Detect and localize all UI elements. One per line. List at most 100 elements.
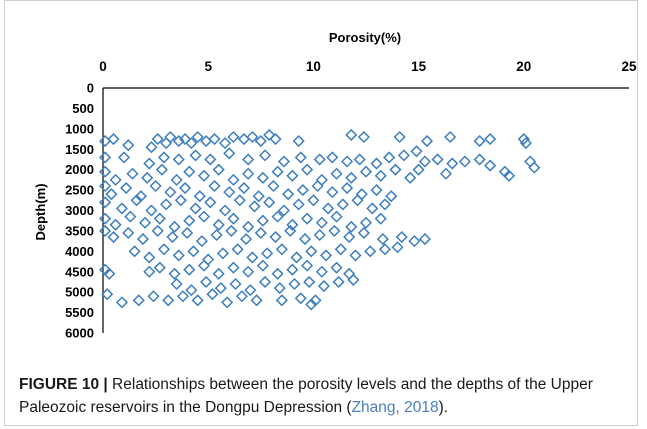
data-point: [317, 279, 330, 293]
data-point: [164, 130, 177, 144]
data-point: [269, 132, 282, 146]
data-point: [296, 184, 309, 197]
data-point: [343, 230, 356, 244]
data-point: [191, 130, 204, 144]
data-point: [227, 212, 240, 225]
data-point: [322, 202, 335, 215]
y-tick-label: 4000: [65, 244, 94, 259]
data-point: [151, 132, 164, 146]
data-point: [418, 233, 431, 246]
data-point: [258, 149, 272, 162]
data-point: [240, 233, 253, 246]
data-point: [183, 263, 196, 276]
data-point: [298, 233, 312, 246]
data-point: [275, 294, 288, 307]
data-point: [315, 216, 328, 229]
data-point: [277, 155, 291, 168]
data-point: [271, 210, 284, 223]
data-point: [204, 153, 217, 166]
data-point: [172, 249, 185, 262]
data-point: [132, 294, 145, 307]
data-point: [246, 251, 259, 264]
y-tick-label: 3000: [65, 203, 94, 218]
data-point: [347, 273, 360, 286]
data-point: [208, 132, 221, 146]
data-point: [242, 220, 255, 233]
data-point: [168, 220, 181, 233]
data-point: [252, 190, 265, 203]
data-point: [105, 188, 118, 201]
data-point: [370, 184, 383, 197]
data-point: [237, 181, 251, 195]
data-point: [229, 277, 242, 291]
y-tick-label: 0: [87, 81, 94, 96]
data-point: [202, 253, 215, 266]
data-point: [187, 245, 200, 258]
figure-frame: [4, 0, 638, 426]
caption-reference-link[interactable]: Zhang, 2018: [351, 399, 439, 416]
data-point: [286, 218, 299, 231]
data-point: [256, 171, 269, 184]
y-tick-label: 5000: [65, 285, 94, 300]
scatter-chart: Porosity(%) Depth(m) 0 5 10 15 20 25 0 500 1000…: [33, 30, 637, 341]
data-point: [503, 169, 516, 182]
data-point: [223, 186, 236, 199]
data-point: [210, 228, 223, 242]
data-point: [185, 137, 198, 150]
data-point: [174, 194, 187, 207]
data-point: [473, 135, 486, 148]
data-point: [275, 243, 288, 256]
data-point: [231, 243, 244, 256]
data-point: [101, 288, 114, 301]
data-point: [99, 224, 112, 237]
data-point: [248, 200, 261, 213]
data-point: [141, 171, 154, 184]
data-point: [99, 135, 112, 148]
data-point: [212, 267, 225, 280]
data-point: [99, 196, 112, 209]
data-point: [197, 169, 211, 182]
data-point: [109, 218, 122, 231]
y-tick-label: 6000: [65, 326, 94, 341]
data-point: [315, 265, 328, 278]
data-point: [351, 194, 364, 207]
data-point: [145, 204, 158, 217]
data-point: [195, 235, 208, 248]
data-point: [330, 261, 343, 274]
data-point: [147, 290, 160, 303]
data-point: [374, 212, 387, 225]
y-tick-label: 2500: [65, 183, 94, 198]
data-point: [153, 212, 166, 225]
data-point: [153, 261, 166, 274]
data-point: [313, 153, 326, 166]
data-point: [193, 190, 206, 203]
data-point: [301, 163, 314, 176]
x-tick-label: 20: [516, 59, 531, 74]
data-point: [227, 130, 240, 144]
data-point: [223, 147, 236, 160]
data-point: [178, 132, 192, 146]
caption-text: Relationships between the porosity level…: [19, 376, 593, 416]
y-tick-label: 1000: [65, 121, 94, 136]
data-point: [208, 179, 221, 193]
data-point: [378, 243, 391, 256]
data-point: [258, 275, 272, 289]
data-point: [385, 190, 398, 203]
data-point: [410, 145, 423, 158]
data-point: [183, 165, 196, 178]
data-point: [326, 151, 339, 164]
data-point: [107, 230, 120, 244]
data-point: [286, 263, 299, 276]
data-point: [473, 153, 486, 166]
data-point: [197, 210, 211, 223]
data-point: [170, 277, 183, 291]
data-point: [305, 298, 318, 311]
data-point: [145, 141, 158, 154]
data-point: [136, 233, 150, 246]
data-point: [301, 259, 314, 272]
data-point: [189, 202, 202, 215]
data-point: [250, 294, 263, 307]
data-point: [345, 171, 358, 184]
data-point: [143, 157, 156, 170]
data-point: [330, 167, 343, 180]
